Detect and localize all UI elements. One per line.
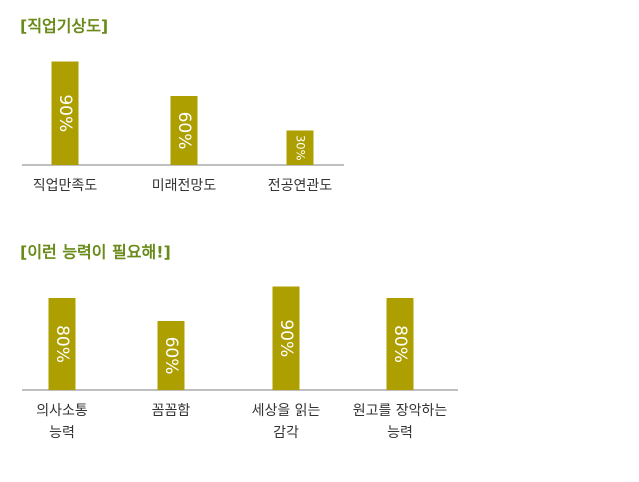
bar: [51, 61, 79, 165]
bar: [48, 298, 76, 390]
x-tick-label: 전공연관도: [268, 178, 333, 194]
bar: [272, 286, 300, 390]
value-label: 60%: [161, 337, 181, 375]
value-label: 90%: [55, 94, 75, 132]
chart-title: [이런 능력이 필요해!]: [20, 243, 171, 262]
x-tick-label: 꼼꼼함: [152, 403, 191, 419]
bar: [386, 298, 414, 390]
x-tick-label: 원고를 장악하는: [353, 403, 448, 419]
x-tick-label: 능력: [49, 425, 75, 441]
value-label: 80%: [390, 325, 410, 363]
bar: [170, 96, 198, 165]
x-tick-label: 감각: [273, 425, 299, 441]
x-tick-label: 능력: [387, 425, 413, 441]
bar: [157, 321, 185, 390]
chart-title: [직업기상도]: [20, 17, 108, 36]
value-label: 30%: [294, 135, 308, 161]
x-tick-label: 의사소통: [36, 403, 88, 419]
bar: [286, 130, 314, 165]
value-label: 80%: [52, 325, 72, 363]
value-label: 60%: [174, 112, 194, 150]
value-label: 90%: [276, 319, 296, 357]
x-tick-label: 미래전망도: [152, 178, 217, 194]
x-tick-label: 세상을 읽는: [252, 403, 321, 419]
x-tick-label: 직업만족도: [33, 178, 98, 194]
